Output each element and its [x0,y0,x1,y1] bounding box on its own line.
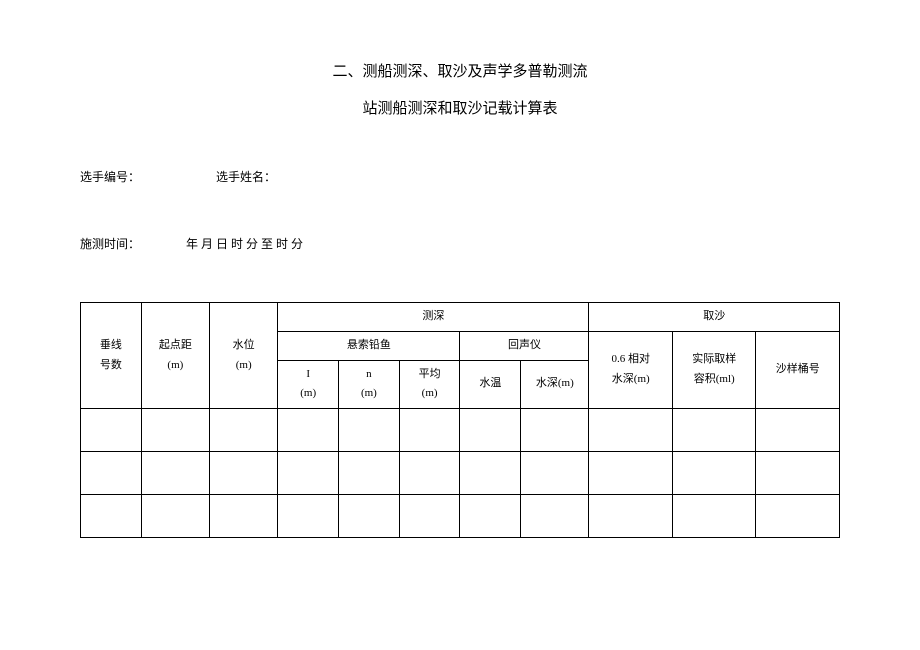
col-water-depth: 水深(m) [521,360,589,409]
table-row [81,452,840,495]
title-sub: 站测船测深和取沙记载计算表 [80,97,840,118]
table-row [81,495,840,538]
col-water-level: 水位 (m) [210,303,278,409]
col-bucket-no: 沙样桶号 [756,331,840,408]
competitor-no-label: 选手编号： [80,168,140,185]
table-row [81,409,840,452]
col-actual-vol: 实际取样 容积(ml) [672,331,755,408]
competitor-info: 选手编号： 选手姓名： [80,168,840,185]
col-I: I (m) [278,360,339,409]
col-start-dist: 起点距 (m) [141,303,209,409]
sub-suspension: 悬索铅鱼 [278,331,460,360]
time-label: 施测时间： [80,235,140,252]
measurement-time: 施测时间： 年 月 日 时 分 至 时 分 [80,235,840,252]
col-n: n (m) [339,360,400,409]
competitor-name-label: 选手姓名： [216,168,276,185]
col-vertical-no: 垂线 号数 [81,303,142,409]
time-value: 年 月 日 时 分 至 时 分 [186,235,303,252]
col-avg: 平均 (m) [399,360,460,409]
col-water-temp: 水温 [460,360,521,409]
group-sounding: 测深 [278,303,589,332]
title-main: 二、测船测深、取沙及声学多普勒测流 [80,60,840,81]
col-06-depth: 0.6 相对 水深(m) [589,331,672,408]
record-table: 垂线 号数 起点距 (m) 水位 (m) 测深 取沙 悬索铅鱼 回声仪 0.6 … [80,302,840,538]
group-sand: 取沙 [589,303,840,332]
sub-echo: 回声仪 [460,331,589,360]
